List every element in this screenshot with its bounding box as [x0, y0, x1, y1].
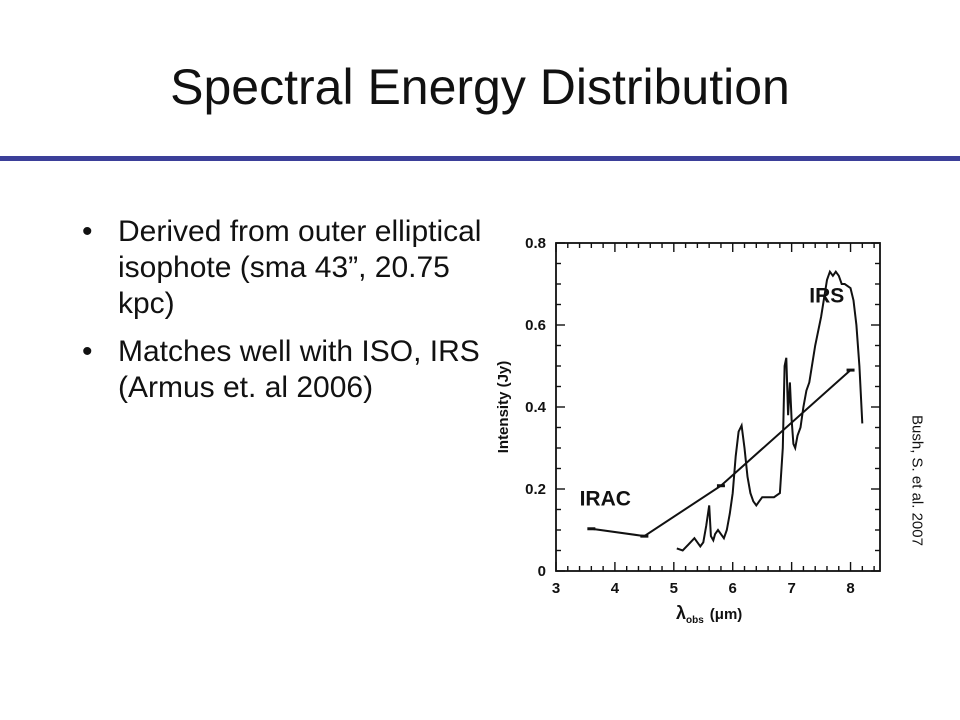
- bullet-text: Matches well with ISO, IRS (Armus et. al…: [118, 335, 480, 404]
- sed-chart: 3 4 5 6 7 8 0 0.2 0.4 0.6 0.8 Intensity (Jy) λobs (…: [495, 235, 881, 626]
- bullet-item: • Matches well with ISO, IRS (Armus et. …: [82, 334, 482, 406]
- bullet-glyph: •: [82, 215, 93, 248]
- annotation-irac: IRAC: [580, 487, 631, 510]
- y-tick-label: 0.4: [525, 399, 547, 416]
- x-axis-subscript: obs: [686, 615, 704, 626]
- x-tick-label: 3: [552, 580, 560, 597]
- y-tick-label: 0.8: [525, 235, 546, 252]
- tick-labels: 3 4 5 6 7 8 0 0.2 0.4 0.6 0.8: [525, 235, 855, 597]
- title-divider: [0, 156, 960, 161]
- x-tick-label: 6: [729, 580, 737, 597]
- x-tick-label: 7: [787, 580, 795, 597]
- x-axis-label: λobs (μm): [676, 603, 742, 626]
- x-axis-lambda: λ: [676, 603, 686, 623]
- bullet-list: • Derived from outer elliptical isophote…: [82, 214, 482, 418]
- x-tick-label: 8: [846, 580, 854, 597]
- slide-title: Spectral Energy Distribution: [170, 59, 790, 115]
- y-axis-label: Intensity (Jy): [495, 361, 512, 454]
- bullet-text: Derived from outer elliptical isophote (…: [118, 215, 482, 320]
- bullet-glyph: •: [82, 335, 93, 368]
- annotation-irs: IRS: [809, 284, 844, 307]
- bullet-item: • Derived from outer elliptical isophote…: [82, 214, 482, 322]
- y-tick-label: 0.2: [525, 481, 546, 498]
- x-axis-unit: (μm): [710, 606, 743, 623]
- x-tick-label: 5: [670, 580, 678, 597]
- irac-photometry-line: [591, 369, 852, 538]
- citation-credit: Bush, S. et al. 2007: [908, 415, 926, 546]
- y-tick-label: 0.6: [525, 317, 546, 334]
- axis-ticks: [555, 242, 880, 572]
- irac-points: [587, 368, 855, 538]
- y-tick-label: 0: [538, 563, 546, 580]
- irs-spectrum-line: [676, 269, 864, 552]
- x-tick-label: 4: [611, 580, 620, 597]
